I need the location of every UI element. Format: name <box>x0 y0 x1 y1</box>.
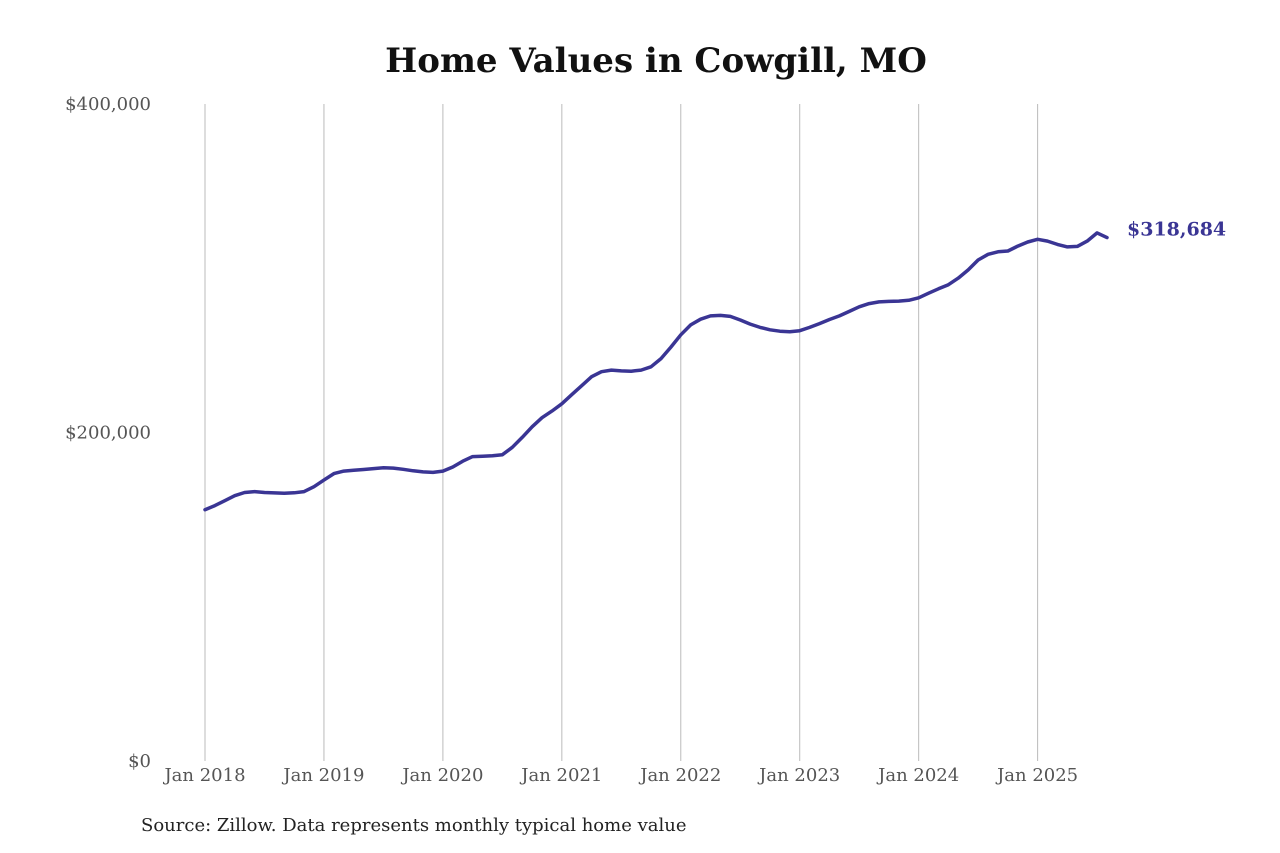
y-axis: $0 $200,000 $400,000 <box>65 94 151 772</box>
series-line <box>203 231 1109 512</box>
x-axis: Jan 2018 Jan 2019 Jan 2020 Jan 2021 Jan 2022… <box>162 765 1078 786</box>
x-tick-label: Jan 2024 <box>876 765 959 786</box>
x-tick-label: Jan 2019 <box>281 765 364 786</box>
x-tick-label: Jan 2025 <box>995 765 1078 786</box>
source-note: Source: Zillow. Data represents monthly … <box>141 815 687 836</box>
x-tick-label: Jan 2022 <box>638 765 721 786</box>
y-tick-label: $400,000 <box>65 94 151 115</box>
series-layer: $318,684 <box>203 219 1226 512</box>
y-tick-label: $0 <box>128 751 151 772</box>
end-value-label: $318,684 <box>1127 219 1226 241</box>
x-tick-label: Jan 2023 <box>757 765 840 786</box>
y-tick-label: $200,000 <box>65 423 151 444</box>
grid-lines <box>204 104 1039 761</box>
x-tick-label: Jan 2020 <box>400 765 483 786</box>
x-tick-label: Jan 2021 <box>519 765 602 786</box>
x-tick-label: Jan 2018 <box>162 765 245 786</box>
chart-title: Home Values in Cowgill, MO <box>385 41 927 81</box>
